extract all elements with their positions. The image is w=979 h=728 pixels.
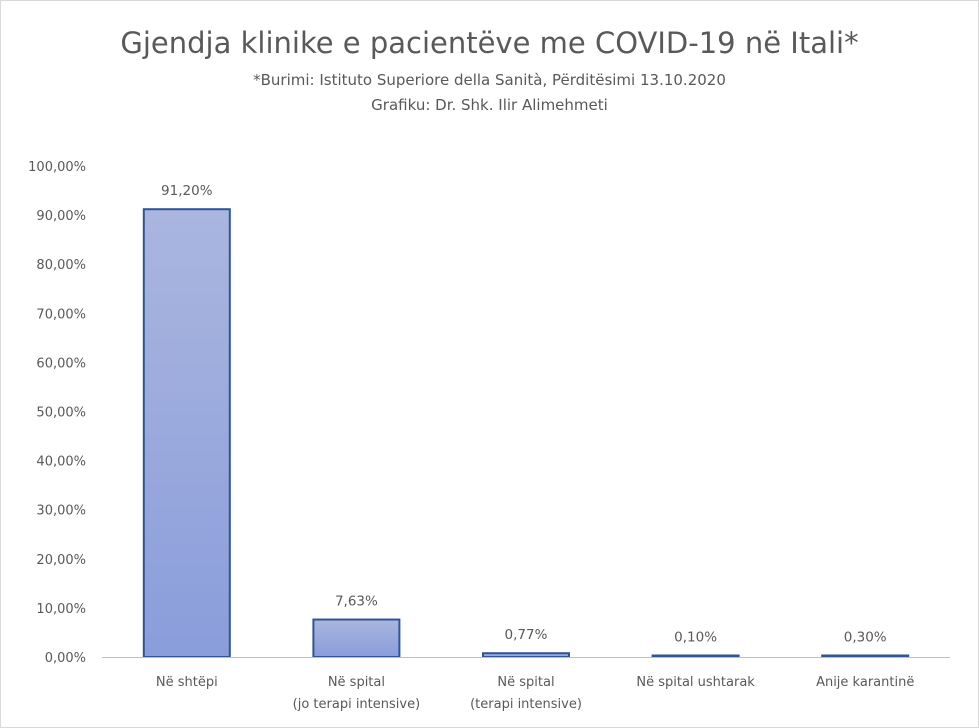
chart-subtitle-source: *Burimi: Istituto Superiore della Sanità… xyxy=(253,71,726,89)
chart-title: Gjendja klinike e pacientëve me COVID-19… xyxy=(120,26,859,60)
y-tick-label: 0,00% xyxy=(45,651,86,666)
x-tick-label: Në shtëpi xyxy=(156,675,218,690)
data-label: 0,30% xyxy=(844,630,887,646)
y-tick-label: 50,00% xyxy=(36,406,86,421)
y-tick-label: 20,00% xyxy=(36,553,86,568)
data-label: 91,20% xyxy=(161,183,213,199)
data-label: 0,77% xyxy=(505,627,548,643)
y-tick-label: 10,00% xyxy=(36,602,86,617)
chart-subtitle-author: Grafiku: Dr. Shk. Ilir Alimehmeti xyxy=(371,96,608,114)
bar xyxy=(142,208,231,658)
x-tick-label: Anije karantinë xyxy=(816,675,914,690)
y-tick-label: 70,00% xyxy=(36,307,86,322)
y-axis-ticks: 0,00% 10,00% 20,00% 30,00% 40,00% 50,00% 60,00… xyxy=(28,160,86,666)
x-axis-labels: Në shtëpi Në spital (jo terapi intensive) N… xyxy=(156,675,914,712)
bar xyxy=(821,654,910,658)
x-tick-label: Në spital ushtarak xyxy=(636,675,755,690)
data-labels: 91,20% 7,63% 0,77% 0,10% 0,30% xyxy=(161,183,887,645)
y-tick-label: 90,00% xyxy=(36,209,86,224)
bar xyxy=(482,652,570,658)
x-tick-label: (terapi intensive) xyxy=(470,697,582,712)
bar xyxy=(651,654,740,658)
y-tick-label: 40,00% xyxy=(36,455,86,470)
data-label: 7,63% xyxy=(335,594,378,610)
x-tick-label: Në spital xyxy=(497,675,554,690)
data-label: 0,10% xyxy=(674,630,717,646)
x-tick-label: Në spital xyxy=(328,675,385,690)
y-tick-label: 80,00% xyxy=(36,258,86,273)
y-tick-label: 60,00% xyxy=(36,356,86,371)
x-tick-label: (jo terapi intensive) xyxy=(293,697,421,712)
y-tick-label: 100,00% xyxy=(28,160,86,175)
y-tick-label: 30,00% xyxy=(36,504,86,519)
bar xyxy=(312,618,401,658)
bars xyxy=(142,208,910,658)
